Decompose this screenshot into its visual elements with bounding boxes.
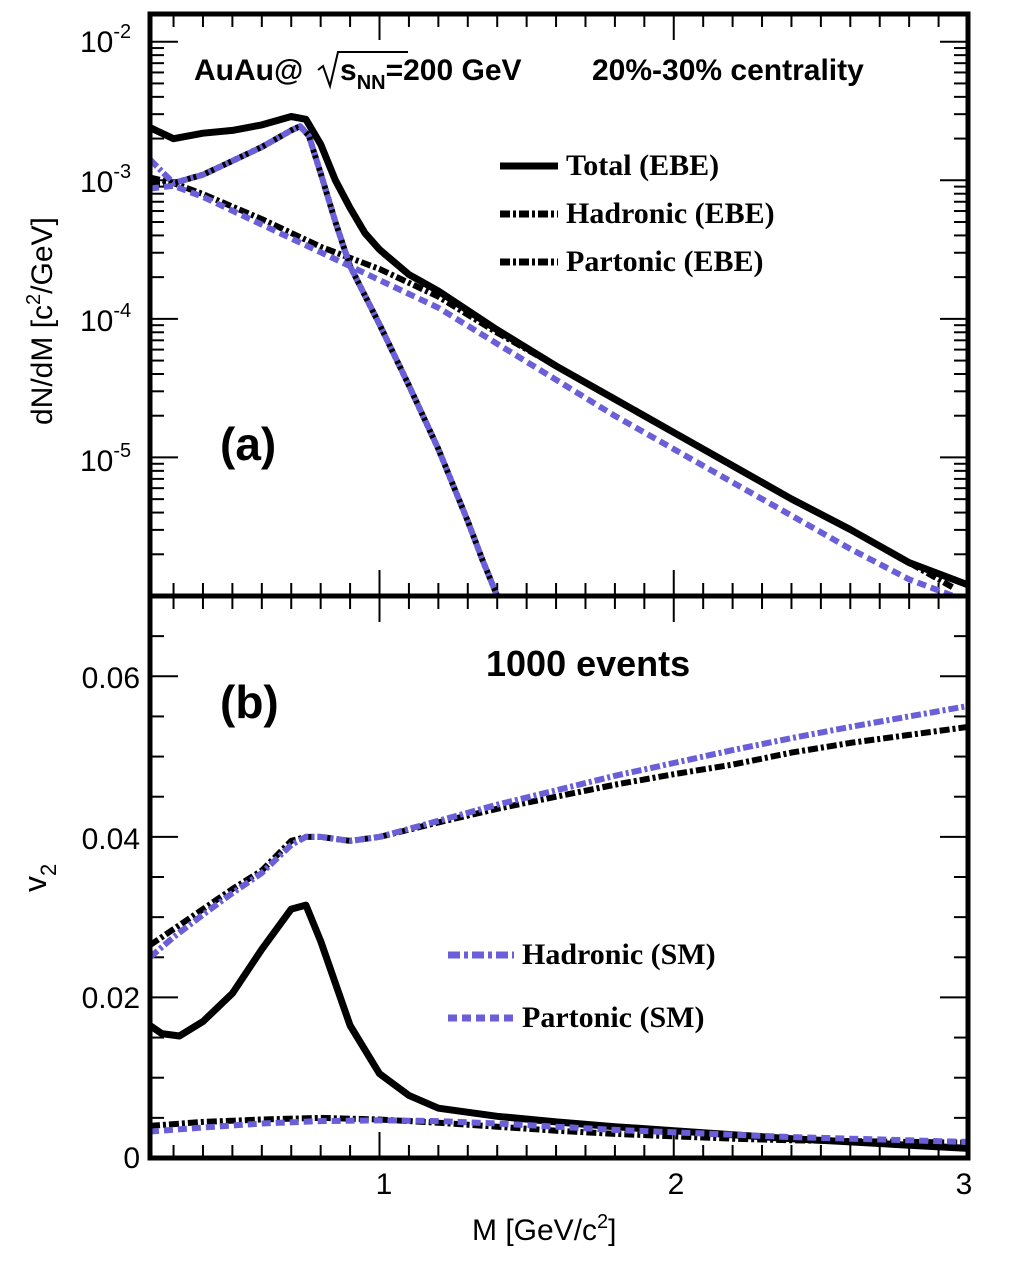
panel-a-series-hadronic-sm — [147, 123, 500, 598]
panel-b-series-partonic-ebe — [149, 1114, 969, 1146]
panel-b-y-tick-labels: 0.06 0.04 0.02 0 — [82, 662, 140, 1175]
annotation-system: AuAu@ — [194, 54, 303, 87]
panel-a-series-partonic-sm — [149, 182, 955, 599]
panel-b-series-partonic-sm — [149, 1117, 969, 1145]
x-tick-label-3: 3 — [956, 1168, 973, 1201]
panel-label-b: (b) — [220, 676, 279, 728]
y-tick-label-0.06: 0.06 — [82, 662, 140, 695]
annotation-energy: =200 GeV — [386, 54, 522, 87]
y-tick-label-0.04: 0.04 — [82, 823, 140, 856]
panel-a-y-tick-labels: 10-2 10-3 10-4 10-5 — [80, 21, 131, 478]
legend-a: Total (EBE) Hadronic (EBE) Partonic (EBE… — [500, 149, 775, 278]
legend-a-label-hadronic: Hadronic (EBE) — [566, 197, 775, 230]
panel-label-a: (a) — [220, 418, 276, 470]
svg-text:20%-30% centrality: 20%-30% centrality — [592, 54, 864, 87]
panel-b-series-hadronic-sm — [148, 703, 969, 960]
svg-text:AuAu@: AuAu@ — [194, 54, 303, 87]
panel-b-annotation: 1000 events — [486, 643, 690, 684]
panel-a-series — [147, 113, 970, 599]
x-tick-label-1: 1 — [376, 1168, 393, 1201]
x-tick-label-2: 2 — [668, 1168, 685, 1201]
sqrt-sign — [317, 51, 408, 90]
panel-a-annotation: AuAu@ sNN=200 GeV 20%-30% centrality — [194, 51, 864, 94]
y-tick-label-1e-4: 10-4 — [80, 300, 131, 338]
legend-b: Hadronic (SM) Partonic (SM) — [448, 938, 716, 1034]
y-tick-label-0.02: 0.02 — [82, 982, 140, 1015]
panel-b-ticks — [150, 595, 969, 1159]
legend-b-label-partonic: Partonic (SM) — [522, 1001, 704, 1034]
x-axis-label: M [GeV/c2] — [472, 1211, 617, 1247]
panel-b-frame — [147, 593, 971, 1161]
svg-text:sNN=200 GeV: sNN=200 GeV — [340, 54, 522, 94]
annotation-sym: s — [340, 54, 357, 87]
annotation-sub: NN — [357, 72, 386, 94]
annotation-centrality: 20%-30% centrality — [592, 54, 864, 87]
panel-a-ylabel: dN/dM [c2/GeV] — [23, 217, 59, 425]
legend-a-label-partonic: Partonic (EBE) — [566, 245, 763, 278]
y-tick-label-0: 0 — [123, 1142, 140, 1175]
legend-b-label-hadronic: Hadronic (SM) — [522, 938, 716, 971]
legend-a-label-total: Total (EBE) — [566, 149, 719, 182]
x-tick-labels: 1 2 3 — [376, 1168, 973, 1201]
panel-b-series — [148, 703, 969, 1152]
